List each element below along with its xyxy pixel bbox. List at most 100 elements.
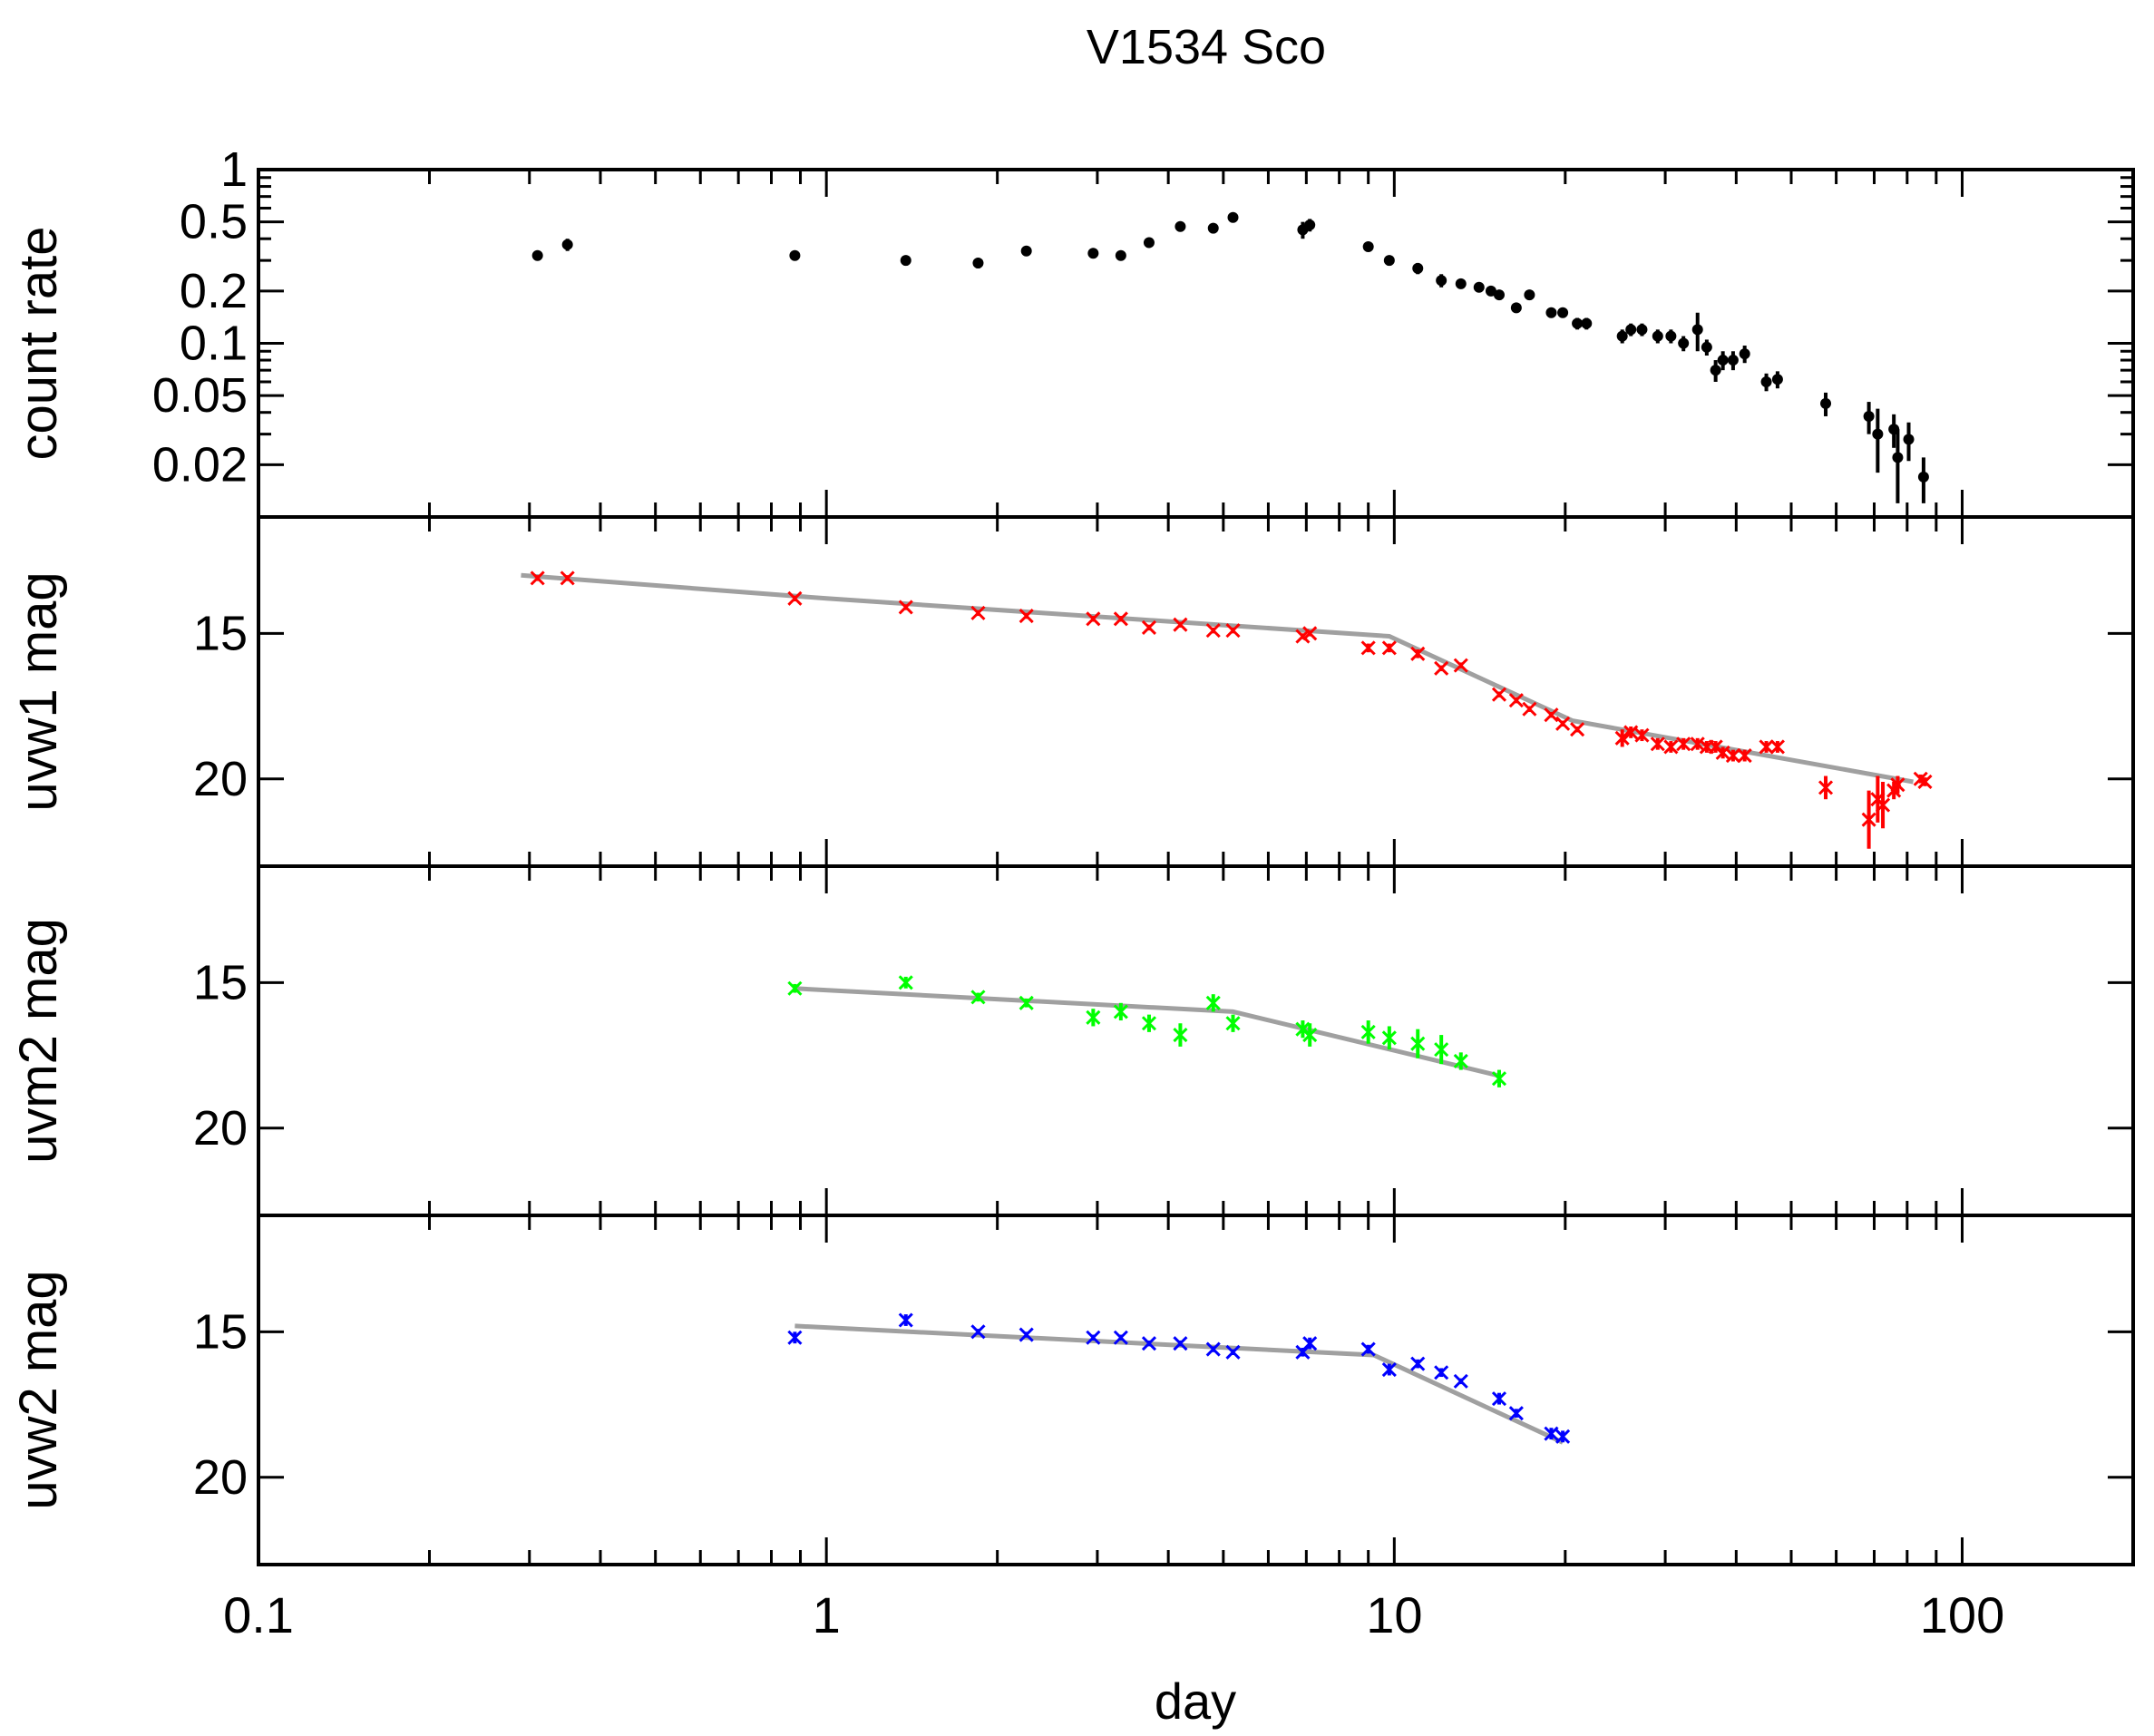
data-point [1453, 1053, 1468, 1069]
data-point [1545, 307, 1557, 318]
y-axis-label-uvm2: uvm2 mag [9, 918, 68, 1164]
series-uvw1 [530, 571, 1933, 849]
data-point [1710, 365, 1721, 376]
y-tick-label: 15 [193, 1304, 248, 1359]
data-point [1143, 237, 1155, 249]
x-ticks [257, 170, 2135, 517]
data-point [1173, 1336, 1188, 1351]
data-point [898, 1312, 913, 1328]
chart-title: V1534 Sco [1087, 20, 1326, 74]
data-point [1665, 330, 1677, 342]
y-tick-label: 20 [193, 1101, 248, 1156]
data-point [1650, 736, 1665, 752]
data-point [1555, 716, 1571, 731]
data-point [1020, 245, 1032, 257]
data-point [1453, 658, 1468, 673]
data-point [1302, 1336, 1318, 1351]
y-axis-label-uvw1: uvw1 mag [9, 571, 68, 811]
data-point [1205, 995, 1221, 1010]
data-point [1875, 797, 1891, 813]
data-point [1205, 1341, 1221, 1357]
y-tick-label: 15 [193, 606, 248, 660]
data-point [1434, 660, 1449, 676]
x-ticks [257, 517, 2135, 866]
x-tick-label: 1 [813, 1586, 841, 1643]
data-point [1491, 1391, 1507, 1407]
data-point [900, 255, 911, 267]
data-point [1616, 330, 1628, 342]
fit-line-uvm2 [794, 986, 1500, 1078]
data-point [1678, 337, 1690, 349]
data-point [1903, 434, 1915, 445]
data-point [970, 990, 986, 1005]
data-point [531, 249, 543, 261]
data-point [1760, 375, 1772, 387]
data-point [1676, 736, 1691, 752]
data-point [1625, 324, 1637, 336]
series-uvm2 [787, 975, 1507, 1087]
data-point [1173, 1028, 1188, 1043]
data-point [1557, 307, 1569, 318]
panel-frame [257, 864, 2135, 1217]
data-point [1623, 725, 1639, 740]
y-tick-label: 15 [193, 955, 248, 1009]
data-point [1634, 727, 1650, 743]
data-point [1360, 1024, 1376, 1039]
data-point [1820, 397, 1832, 409]
x-axis: 0.1 1 10 100 [223, 1586, 2004, 1643]
data-point [530, 571, 545, 586]
data-point [1725, 748, 1740, 764]
data-point [1917, 471, 1929, 483]
data-point [1555, 1429, 1571, 1444]
data-point [1493, 289, 1505, 301]
data-point [1360, 1341, 1376, 1357]
series-uvw2 [787, 1312, 1571, 1444]
y-tick-label: 0.5 [180, 195, 248, 249]
data-point [1113, 1004, 1128, 1019]
data-point [1141, 1336, 1157, 1351]
data-point [1715, 745, 1730, 760]
panel-uvw1: 15 20 uvw1 mag [9, 515, 2135, 868]
data-point [1410, 1356, 1426, 1371]
data-point [1225, 1016, 1241, 1031]
data-point [1863, 410, 1875, 422]
data-point [1087, 248, 1099, 259]
data-point [1717, 355, 1729, 366]
data-point [1691, 324, 1703, 336]
data-point [1434, 1042, 1449, 1058]
data-point [1818, 780, 1834, 795]
data-point [787, 1330, 803, 1345]
data-point [1485, 285, 1496, 297]
data-point [1690, 736, 1705, 752]
series-count [531, 211, 1929, 503]
data-point [1086, 1330, 1101, 1345]
data-point [1412, 262, 1424, 274]
data-point [1225, 623, 1241, 639]
data-point [787, 590, 803, 606]
data-point [1701, 341, 1712, 353]
data-point [1381, 1030, 1397, 1046]
y-tick-label: 0.1 [180, 317, 248, 371]
panel-frame [257, 168, 2135, 519]
y-tick-label: 0.2 [180, 264, 248, 318]
data-point [1453, 1373, 1468, 1389]
y-tick-label: 20 [193, 1450, 248, 1505]
data-point [1737, 748, 1752, 764]
panel-frame [257, 515, 2135, 868]
data-point [1227, 211, 1239, 223]
x-tick-label: 10 [1366, 1586, 1422, 1643]
data-point [898, 600, 913, 615]
data-point [1304, 219, 1316, 231]
y-tick-label: 20 [193, 752, 248, 806]
data-point [972, 257, 984, 268]
y-axis-label-count: count rate [9, 227, 68, 461]
y-ticks: 10.5 0.20.10.05 0.02 [152, 142, 2133, 492]
data-point [1769, 739, 1785, 755]
data-point [1544, 1426, 1559, 1441]
data-point [561, 239, 573, 250]
data-point [1362, 240, 1374, 252]
data-point [1510, 302, 1522, 314]
data-point [1544, 707, 1559, 723]
